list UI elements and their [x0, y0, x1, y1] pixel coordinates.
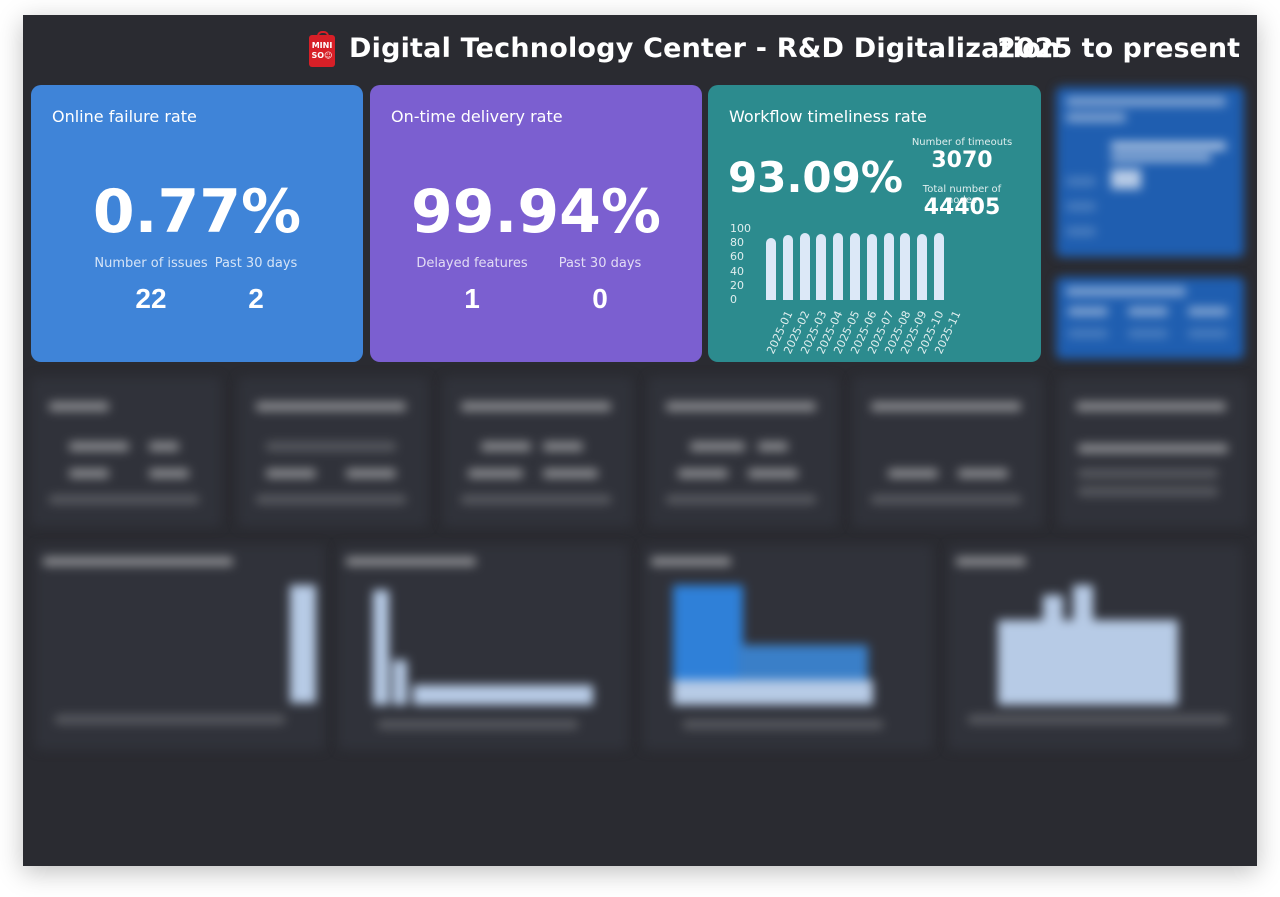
card-title: On-time delivery rate	[391, 107, 563, 126]
blurred-chart-4	[948, 545, 1243, 750]
chart-bar[interactable]	[850, 233, 860, 300]
past-30-days-label: Past 30 days	[558, 256, 642, 271]
failure-rate-value: 0.77%	[92, 177, 302, 247]
chart-bar[interactable]	[782, 234, 793, 300]
chart-bar[interactable]	[934, 233, 944, 300]
workflow-timeliness-rate-card[interactable]: Workflow timeliness rate 93.09% Number o…	[708, 85, 1041, 362]
y-tick-label: 20	[730, 278, 744, 292]
on-time-delivery-rate-card[interactable]: On-time delivery rate 99.94% Delayed fea…	[370, 85, 702, 362]
header: MINI SO☺ Digital Technology Center - R&D …	[23, 15, 1257, 85]
blurred-panel-top-right	[1056, 87, 1244, 257]
blurred-panel-mid-right	[1056, 277, 1244, 359]
chart-bar[interactable]	[833, 232, 844, 300]
y-tick-label: 60	[730, 250, 744, 264]
miniso-logo: MINI SO☺	[309, 31, 335, 67]
timeouts-label: Number of timeouts	[911, 137, 1013, 148]
blurred-stat-card-2	[238, 377, 428, 527]
issues-label: Number of issues	[94, 256, 208, 271]
blurred-chart-1	[35, 545, 325, 750]
y-tick-label: 0	[730, 293, 737, 306]
past-30-days-label: Past 30 days	[214, 256, 298, 271]
y-tick-label: 80	[730, 236, 744, 250]
nodes-label: Total number of nodes	[922, 184, 1002, 206]
delayed-features-label: Delayed features	[416, 256, 528, 271]
period-label: 2025 to present	[997, 33, 1240, 64]
past-30-days-value: 2	[248, 283, 264, 314]
delayed-features-value: 1	[464, 283, 480, 314]
blurred-stat-card-4	[648, 377, 838, 527]
blurred-chart-2	[338, 545, 628, 750]
card-title: Online failure rate	[52, 107, 197, 126]
chart-bar[interactable]	[917, 233, 928, 300]
timeouts-value: 3070	[931, 148, 993, 173]
blurred-stat-card-3	[443, 377, 633, 527]
blurred-stat-card-1	[31, 377, 221, 527]
chart-bar[interactable]	[883, 232, 894, 300]
online-failure-rate-card[interactable]: Online failure rate 0.77% Number of issu…	[31, 85, 363, 362]
y-tick-label: 100	[730, 222, 751, 235]
chart-bar[interactable]	[766, 237, 776, 300]
dashboard-frame: MINI SO☺ Digital Technology Center - R&D …	[23, 15, 1257, 866]
blurred-chart-3	[643, 545, 933, 750]
past-30-days-value: 0	[592, 283, 608, 314]
blurred-stat-card-6	[1058, 377, 1248, 527]
workflow-rate-value: 93.09%	[728, 153, 903, 202]
issues-value: 22	[135, 283, 167, 314]
chart-bar[interactable]	[799, 233, 810, 300]
nodes-value: 44405	[923, 195, 1001, 220]
chart-bar[interactable]	[900, 233, 911, 300]
chart-bar[interactable]	[816, 233, 827, 300]
chart-bar[interactable]	[866, 233, 877, 300]
card-title: Workflow timeliness rate	[729, 107, 927, 126]
delivery-rate-value: 99.94%	[411, 177, 661, 247]
page-title: Digital Technology Center - R&D Digitali…	[349, 33, 1061, 64]
blurred-stat-card-5	[853, 377, 1043, 527]
y-tick-label: 40	[730, 264, 744, 278]
